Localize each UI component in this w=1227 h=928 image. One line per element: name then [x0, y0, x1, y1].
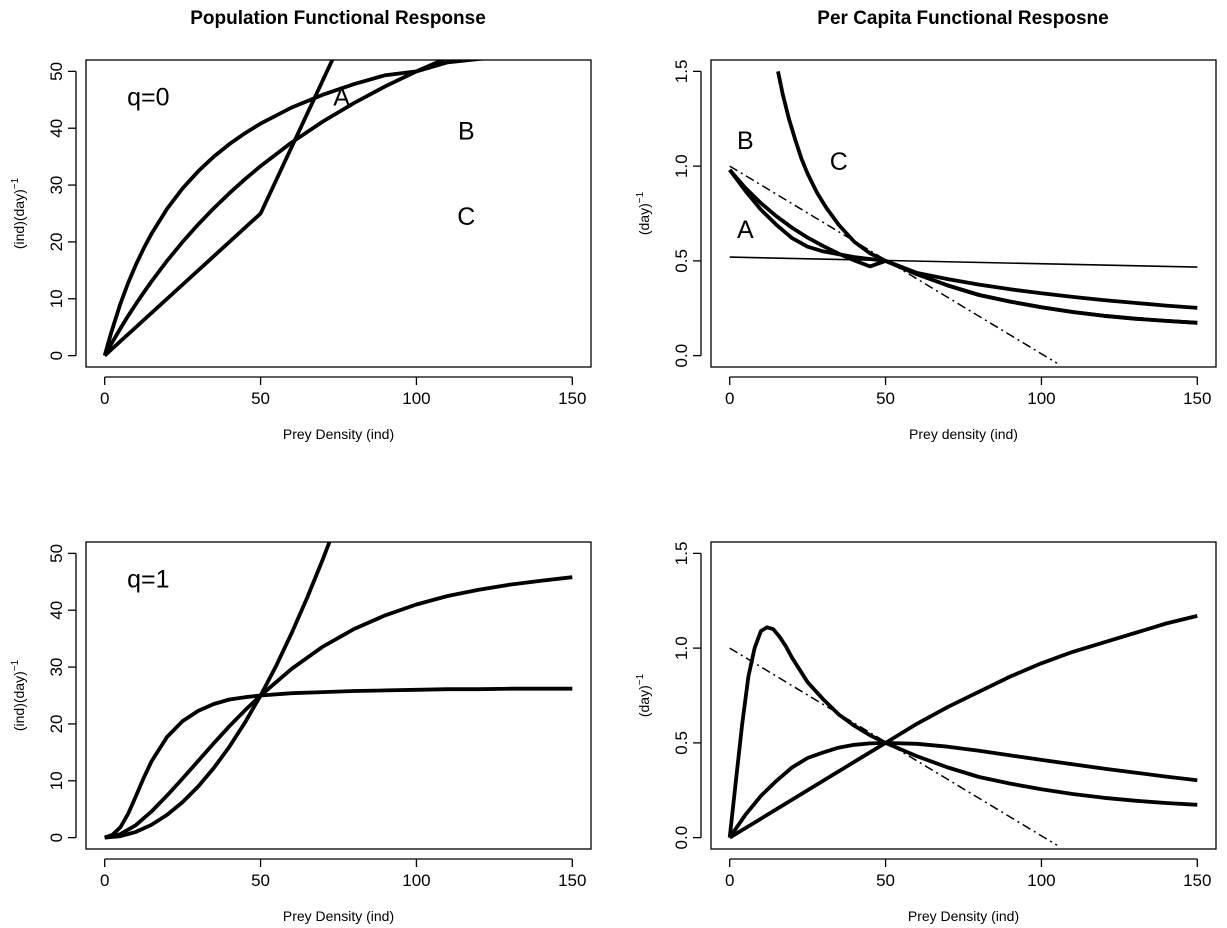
series-line [728, 741, 1198, 839]
y-axis-label: (ind)(day)−1 [10, 177, 27, 249]
x-tick-label: 100 [402, 389, 430, 408]
curve-annotation: A [737, 216, 754, 244]
x-tick-label: 0 [725, 871, 734, 890]
x-axis-label: Prey Density (ind) [283, 426, 394, 442]
x-tick-label: 150 [1183, 389, 1211, 408]
x-tick-label: 100 [402, 871, 430, 890]
x-axis-label: Prey Density (ind) [283, 908, 394, 924]
y-tick-label: 10 [47, 289, 66, 308]
series-line [729, 256, 1198, 268]
y-tick-label: 10 [47, 771, 66, 790]
series-line [104, 542, 332, 840]
y-tick-label: 1.0 [672, 154, 691, 178]
series-line [776, 71, 1198, 325]
series-line [727, 625, 1198, 838]
y-tick-label: 20 [47, 714, 66, 733]
panel-p2: Per Capita Functional Resposne 0 50 100 150 0… [635, 8, 1217, 442]
x-tick-label: 50 [876, 871, 895, 890]
chart-title: Per Capita Functional Resposne [817, 8, 1108, 29]
series-line [103, 60, 448, 357]
reference-line [729, 647, 1058, 846]
x-tick-label: 150 [558, 389, 586, 408]
plot-frame [710, 541, 1217, 850]
x-tick-label: 150 [558, 871, 586, 890]
y-tick-label: 0 [47, 833, 66, 842]
y-tick-label: 1.0 [672, 636, 691, 660]
series-line [104, 575, 573, 840]
y-axis-label: (ind)(day)−1 [10, 659, 27, 731]
x-tick-label: 0 [725, 389, 734, 408]
panel-p4: 0 50 100 150 0.0 0.5 1.0 1.5 Prey Density (ind) (… [635, 541, 1217, 924]
series-line [102, 60, 490, 357]
curve-annotation: B [458, 118, 475, 146]
y-tick-label: 0.0 [672, 344, 691, 368]
x-tick-label: 50 [251, 871, 270, 890]
x-tick-label: 100 [1027, 389, 1055, 408]
y-tick-label: 0.0 [672, 826, 691, 850]
chart-title: Population Functional Response [190, 8, 486, 29]
curve-annotation: B [737, 127, 754, 155]
panel-p3: 0 50 100 150 0 10 20 30 40 50 Prey Density (ind) (i… [10, 541, 592, 924]
y-tick-label: 50 [47, 62, 66, 81]
x-tick-label: 50 [876, 389, 895, 408]
y-tick-label: 20 [47, 232, 66, 251]
curve-annotation: C [457, 203, 475, 231]
y-axis-label: (day)−1 [635, 191, 652, 235]
panel-p1: Population Functional Response 0 50 100 150 0… [10, 8, 592, 442]
y-tick-label: 50 [47, 544, 66, 563]
y-axis-label: (day)−1 [635, 673, 652, 717]
y-tick-label: 40 [47, 601, 66, 620]
y-tick-label: 30 [47, 658, 66, 677]
y-tick-label: 1.5 [672, 542, 691, 566]
reference-line [729, 165, 1058, 364]
x-tick-label: 100 [1027, 871, 1055, 890]
x-tick-label: 150 [1183, 871, 1211, 890]
series-line [103, 60, 335, 358]
curve-annotation: C [830, 148, 848, 176]
y-tick-label: 0.5 [672, 249, 691, 273]
curve-annotation: q=0 [127, 83, 169, 111]
x-tick-label: 0 [100, 389, 109, 408]
x-axis-label: Prey Density (ind) [908, 908, 1019, 924]
y-tick-label: 40 [47, 119, 66, 138]
series-line [728, 168, 1198, 310]
y-tick-label: 1.5 [672, 60, 691, 84]
plot-frame [85, 59, 592, 368]
series-line [728, 614, 1198, 840]
x-tick-label: 0 [100, 871, 109, 890]
plot-frame [85, 541, 592, 850]
x-axis-label: Prey density (ind) [909, 426, 1018, 442]
y-tick-label: 0 [47, 351, 66, 360]
y-tick-label: 0.5 [672, 731, 691, 755]
plot-frame [710, 59, 1217, 368]
x-tick-label: 50 [251, 389, 270, 408]
series-line [728, 168, 1198, 325]
series-line [104, 686, 573, 840]
y-tick-label: 30 [47, 176, 66, 195]
curve-annotation: A [333, 83, 350, 111]
curve-annotation: q=1 [127, 565, 169, 593]
